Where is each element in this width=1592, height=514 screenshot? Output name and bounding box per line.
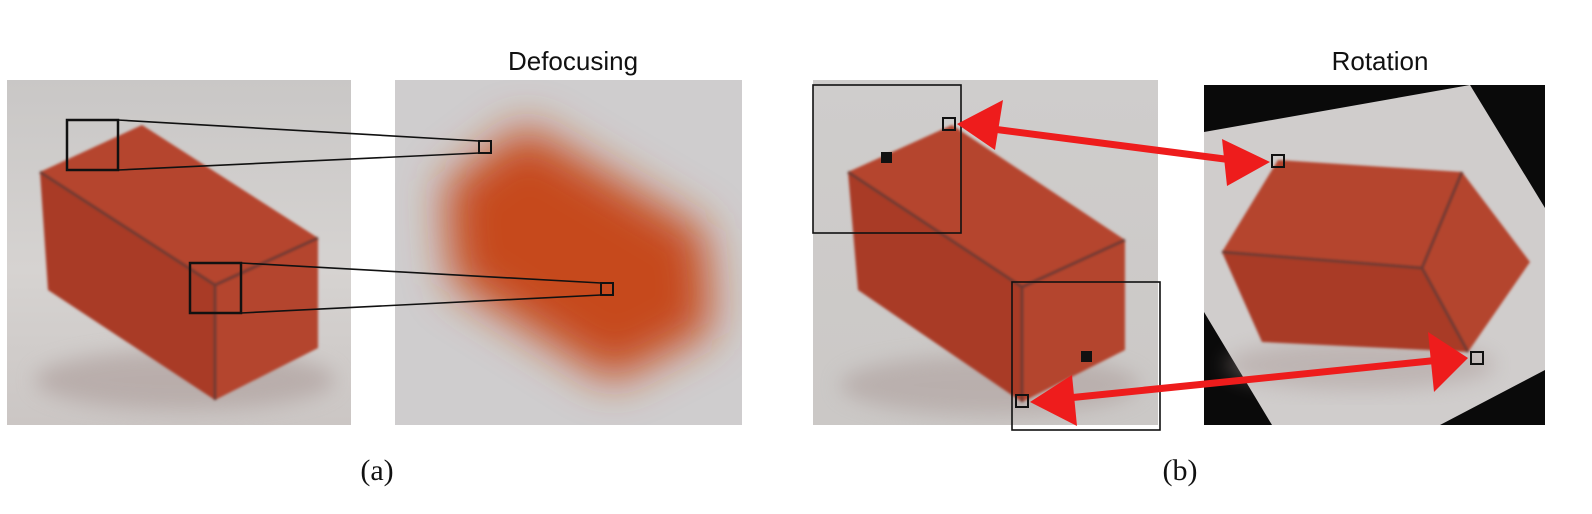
correspondence-arrow-bottom: [1030, 332, 1468, 426]
center-marker: [881, 152, 892, 163]
zoom-box-top-corner: [65, 118, 120, 172]
zoom-box-middle-corner: [188, 261, 243, 315]
panel-b-title: Rotation: [1332, 46, 1429, 76]
connector-line: [117, 119, 480, 142]
connector-line: [240, 262, 602, 284]
panel-b: Rotation (b): [812, 46, 1545, 487]
target-pixel-box: [1470, 351, 1484, 365]
reference-window-bottom: [1011, 281, 1161, 431]
original-brick-photo-a: [7, 80, 351, 425]
defocused-brick-photo: [395, 80, 742, 425]
reference-annotations-b: [812, 84, 1484, 431]
panel-a: Defocusing (a): [7, 46, 742, 487]
center-marker: [1081, 351, 1092, 362]
reference-window-top: [812, 84, 962, 234]
zoom-annotations-a: [65, 118, 614, 315]
target-pixel-box: [1015, 394, 1029, 408]
correspondence-arrow-top: [957, 100, 1270, 186]
panel-a-caption: (a): [360, 454, 393, 487]
connector-line: [117, 152, 480, 171]
panel-b-caption: (b): [1163, 454, 1198, 487]
connector-line: [240, 294, 602, 314]
rotated-brick-photo: [1204, 85, 1545, 425]
panel-a-title: Defocusing: [508, 46, 638, 76]
target-pixel-box: [478, 140, 492, 154]
target-pixel-box: [942, 117, 956, 131]
target-pixel-box: [600, 282, 614, 296]
target-pixel-box: [1271, 154, 1285, 168]
